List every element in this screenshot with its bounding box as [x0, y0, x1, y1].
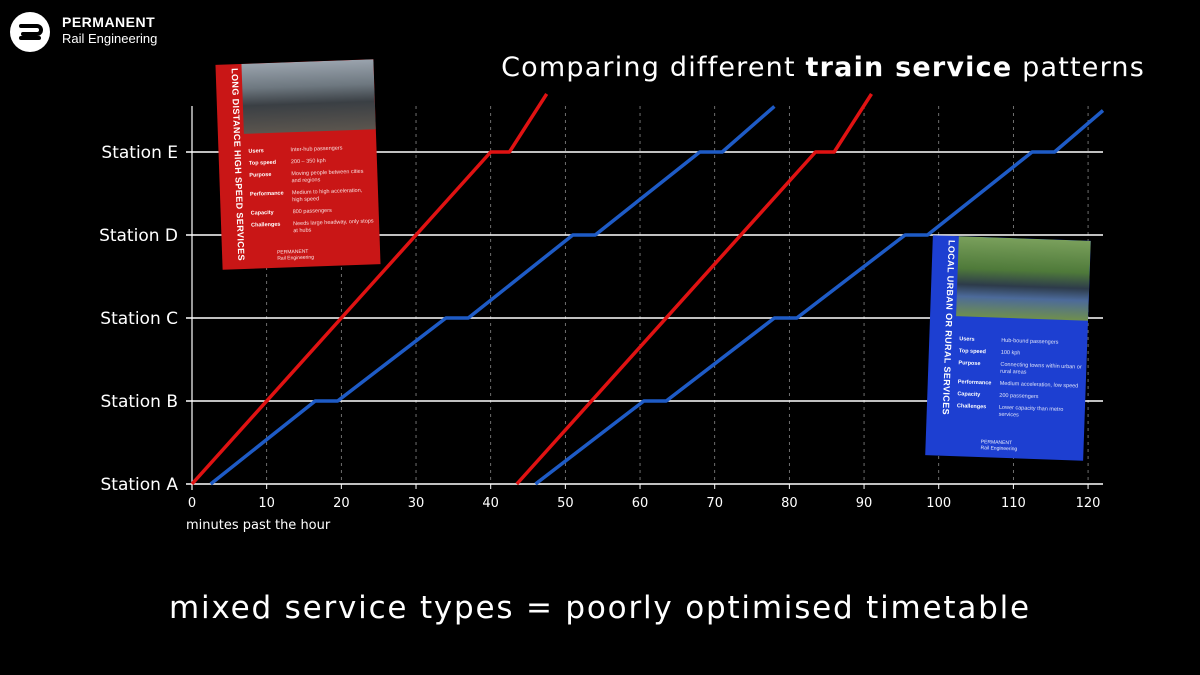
card-title: LOCAL URBAN OR RURAL SERVICES — [940, 239, 957, 416]
high-speed-train-path — [190, 92, 549, 486]
series-layer — [190, 92, 1105, 486]
card-row: Challenges Lower capacity than metro serv… — [957, 403, 1081, 421]
card-row: Users Hub-bound passengers — [959, 336, 1083, 347]
card-row-key: Users — [248, 148, 264, 155]
local-train-path — [534, 109, 1105, 486]
high-speed-service-card: LONG DISTANCE HIGH SPEED SERVICES Users I… — [215, 59, 381, 270]
title-emphasis: train service — [805, 52, 1013, 83]
station-label: Station B — [100, 392, 178, 412]
card-row: Challenges Needs large headway, only stop… — [251, 218, 375, 236]
card-row: Purpose Connecting towns within urban or … — [958, 360, 1082, 378]
card-row-key: Performance — [249, 190, 284, 198]
card-row-key: Purpose — [958, 360, 981, 368]
x-tick-label: 100 — [926, 496, 951, 511]
card-details: Users Inter-hub passengers Top speed 200 – … — [248, 144, 375, 241]
card-row: Performance Medium to high acceleration, … — [250, 187, 374, 205]
card-row: Top speed 100 kph — [959, 348, 1083, 359]
card-row-key: Top speed — [248, 159, 277, 167]
x-tick-label: 10 — [258, 496, 275, 511]
title-prefix: Comparing different — [501, 52, 806, 83]
x-tick-label: 120 — [1076, 496, 1101, 511]
page-title: Comparing different train service patter… — [501, 52, 1145, 83]
station-label: Station C — [100, 309, 178, 329]
card-row-value: 200 – 350 kph — [290, 158, 326, 166]
card-row-key: Capacity — [957, 391, 981, 399]
station-label: Station A — [101, 475, 179, 495]
x-tick-label: 110 — [1001, 496, 1026, 511]
card-row: Capacity 800 passengers — [251, 206, 375, 217]
logo-mark-icon — [10, 12, 50, 52]
card-row-key: Users — [959, 336, 975, 343]
high-speed-train-path — [515, 92, 873, 486]
station-label: Station D — [99, 226, 178, 246]
local-train-path — [209, 105, 776, 486]
card-row-key: Purpose — [249, 171, 272, 179]
card-row-key: Capacity — [250, 209, 274, 217]
card-brand: PERMANENT Rail Engineering — [980, 439, 1017, 452]
high-speed-train-photo — [241, 59, 376, 134]
title-suffix: patterns — [1012, 52, 1145, 83]
card-row: Performance Medium acceleration, low spee… — [958, 379, 1082, 390]
card-row-value: 100 kph — [1000, 349, 1021, 357]
card-row-value: Medium acceleration, low speed — [999, 380, 1079, 390]
label-layer: Station A Station B Station C Station D Stat… — [99, 143, 1100, 533]
card-row-value: Medium to high acceleration, high speed — [291, 187, 363, 204]
card-row-value: Connecting towns within urban or rural a… — [1000, 361, 1082, 376]
card-row-value: 200 passengers — [999, 392, 1039, 401]
card-row-value: Hub-bound passengers — [1001, 337, 1059, 346]
card-row: Top speed 200 – 350 kph — [249, 156, 373, 167]
x-tick-label: 90 — [856, 496, 873, 511]
card-row-value: Needs large headway, only stops at hubs — [292, 218, 374, 235]
x-tick-label: 40 — [482, 496, 499, 511]
brand-logo: PERMANENT Rail Engineering — [10, 12, 180, 56]
brand-subtitle: Rail Engineering — [62, 31, 158, 46]
card-row-value: Lower capacity than metro services — [998, 404, 1064, 419]
card-row-key: Challenges — [956, 403, 987, 411]
card-brand: PERMANENT Rail Engineering — [277, 249, 314, 262]
local-train-photo — [956, 236, 1091, 321]
station-label: Station E — [101, 143, 178, 163]
x-tick-label: 80 — [781, 496, 798, 511]
card-row: Users Inter-hub passengers — [248, 144, 372, 155]
x-tick-label: 20 — [333, 496, 350, 511]
brand-name: PERMANENT — [62, 14, 156, 30]
card-row: Capacity 200 passengers — [957, 391, 1081, 402]
card-row: Purpose Moving people between cities and … — [249, 168, 373, 186]
card-row-key: Top speed — [958, 348, 987, 356]
x-tick-label: 70 — [706, 496, 723, 511]
card-row-key: Challenges — [251, 221, 281, 229]
x-axis-label: minutes past the hour — [186, 518, 331, 533]
x-tick-label: 30 — [408, 496, 425, 511]
card-details: Users Hub-bound passengers Top speed 100 kp… — [956, 336, 1083, 426]
x-tick-label: 0 — [188, 496, 196, 511]
card-row-value: Inter-hub passengers — [290, 145, 343, 154]
card-row-value: 800 passengers — [292, 207, 332, 216]
card-brand-line2: Rail Engineering — [980, 445, 1018, 453]
conclusion-caption: mixed service types = poorly optimised t… — [169, 590, 1031, 626]
x-tick-label: 60 — [632, 496, 649, 511]
x-tick-label: 50 — [557, 496, 574, 511]
card-row-key: Performance — [957, 379, 992, 387]
local-service-card: LOCAL URBAN OR RURAL SERVICES Users Hub-b… — [925, 235, 1091, 461]
card-brand-line2: Rail Engineering — [277, 254, 315, 262]
card-row-value: Moving people between cities and regions — [291, 168, 364, 185]
